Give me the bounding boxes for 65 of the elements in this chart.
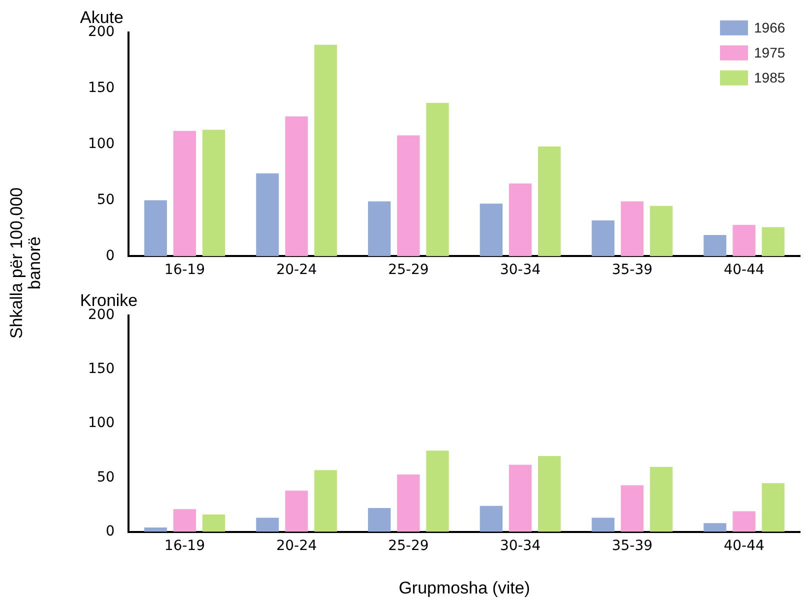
bar (732, 511, 756, 532)
bar (368, 508, 391, 532)
x-tick-label: 16-19 (164, 538, 206, 554)
x-tick-label: 40-44 (724, 538, 764, 554)
legend-label: 1985 (754, 69, 786, 86)
x-tick-label: 40-44 (724, 262, 764, 278)
bar (538, 456, 561, 532)
bar (397, 474, 420, 532)
chart-title: Akute (80, 8, 124, 27)
bar (426, 450, 449, 532)
bar (650, 466, 673, 532)
bar (144, 200, 167, 256)
bar (256, 173, 279, 256)
y-tick-label: 150 (88, 80, 115, 96)
bar (620, 201, 644, 256)
bar (256, 518, 279, 532)
x-tick-label: 20-24 (276, 262, 317, 278)
legend-label: 1966 (754, 19, 786, 36)
legend-label: 1975 (754, 44, 786, 60)
chart-title: Kronike (80, 290, 138, 310)
y-tick-label: 100 (88, 136, 115, 152)
bar (762, 483, 784, 532)
y-tick-label: 50 (96, 469, 115, 486)
bar (592, 220, 614, 256)
bar (202, 130, 226, 256)
y-tick-label: 100 (88, 415, 115, 432)
bar (144, 527, 167, 532)
y-tick-label: 150 (88, 361, 115, 378)
bar (314, 44, 337, 256)
bar (650, 206, 673, 256)
bar (480, 204, 503, 256)
bar (368, 201, 391, 256)
y-axis-title: Shkalla për 100,000 banorë (7, 186, 44, 341)
x-tick-label: 25-29 (388, 538, 429, 554)
bar (732, 224, 756, 256)
x-tick-label: 35-39 (612, 538, 653, 554)
y-tick-label: 200 (88, 24, 115, 40)
bar (592, 518, 614, 532)
bar (426, 102, 449, 256)
bar (285, 490, 308, 532)
bar (285, 116, 308, 256)
bar (480, 506, 503, 532)
x-tick-label: 30-34 (500, 538, 541, 554)
x-tick-label: 30-34 (500, 262, 541, 278)
bar (508, 183, 532, 256)
bar (538, 146, 561, 256)
y-tick-label: 200 (88, 307, 115, 324)
bar (620, 485, 644, 532)
bar (704, 234, 726, 256)
bar (762, 227, 784, 256)
bar (173, 509, 196, 532)
bar (397, 135, 420, 256)
x-tick-label: 16-19 (164, 262, 206, 278)
bar (173, 130, 196, 256)
y-tick-label: 0 (106, 248, 115, 264)
x-tick-label: 25-29 (388, 262, 429, 278)
x-tick-label: 20-24 (276, 538, 317, 554)
bar (508, 464, 532, 532)
x-tick-label: 35-39 (612, 262, 653, 278)
x-axis-title: Grupmosha (vite) (398, 578, 530, 598)
y-tick-label: 0 (106, 523, 115, 540)
bar (314, 470, 337, 532)
bar (704, 523, 726, 532)
bar (202, 514, 226, 532)
y-tick-label: 50 (96, 192, 115, 208)
